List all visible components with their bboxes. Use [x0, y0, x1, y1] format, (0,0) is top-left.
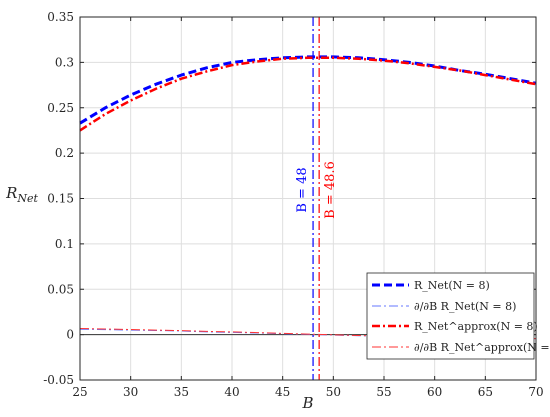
x-axis-label: B	[301, 394, 313, 412]
y-tick-label: 0.25	[47, 101, 74, 115]
x-tick-labels: 25 30 35 40 45 50 55 60 65 70	[72, 385, 543, 399]
y-tick-label: 0.15	[47, 192, 74, 206]
x-tick-label: 65	[478, 385, 493, 399]
series-line-1	[79, 55, 537, 125]
x-tick-label: 40	[224, 385, 239, 399]
x-tick-label: 60	[427, 385, 442, 399]
x-tick-label: 45	[275, 385, 290, 399]
y-tick-label: 0.3	[55, 55, 74, 69]
series-line-3	[79, 56, 537, 132]
x-tick-label: 35	[174, 385, 189, 399]
y-tick-label: 0.2	[55, 146, 74, 160]
x-tick-label: 25	[72, 385, 87, 399]
x-tick-label: 70	[528, 385, 543, 399]
legend-label: R_Net(N = 8)	[414, 279, 490, 292]
legend-box	[366, 272, 535, 360]
plot-frame	[79, 16, 537, 381]
y-tick-label: 0.05	[47, 282, 74, 296]
y-axis-label: RNet	[5, 184, 38, 205]
y-tick-label: 0.35	[47, 10, 74, 24]
vertical-markers: B = 48 B = 48.6	[295, 17, 338, 380]
vertical-marker-label: B = 48.6	[323, 161, 338, 219]
y-tick-label: 0	[66, 328, 74, 342]
vertical-marker-label: B = 48	[295, 167, 310, 212]
y-tick-label: -0.05	[43, 373, 74, 387]
x-tick-label: 50	[326, 385, 341, 399]
legend-label: R_Net^approx(N = 8)	[414, 320, 538, 333]
legend: R_Net(N = 8) ∂/∂B R_Net(N = 8) R_Net^appro…	[366, 272, 550, 360]
x-tick-label: 55	[376, 385, 391, 399]
y-tick-label: 0.1	[55, 237, 74, 251]
legend-label: ∂/∂B R_Net(N = 8)	[414, 300, 516, 313]
y-tick-labels: -0.05 0 0.05 0.1 0.15 0.2 0.25 0.3 0.35	[43, 10, 74, 387]
x-tick-label: 30	[123, 385, 138, 399]
legend-label: ∂/∂B R_Net^approx(N = 8)	[414, 341, 550, 354]
